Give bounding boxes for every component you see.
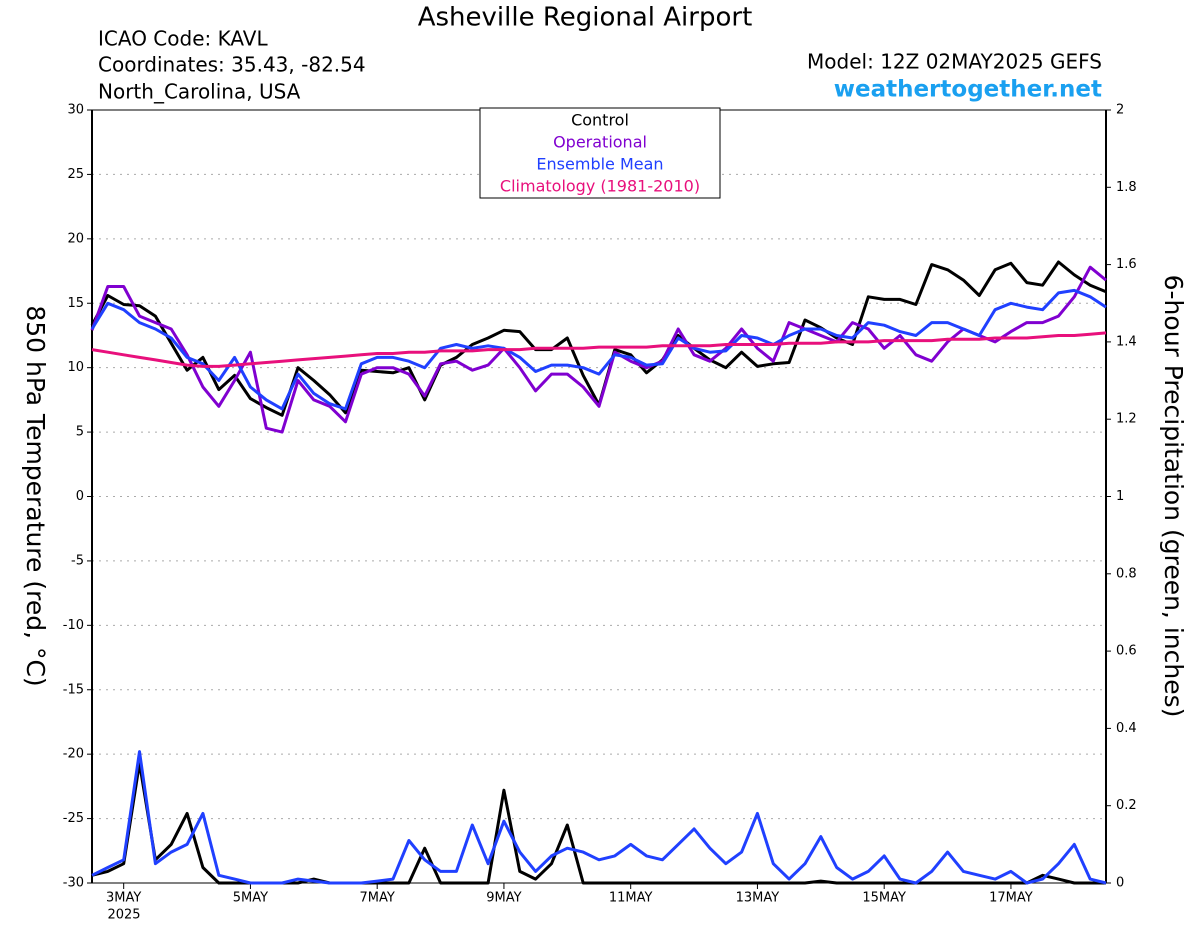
series-line — [90, 265, 1107, 434]
y-tick-label: 0 — [76, 489, 84, 504]
y2-tick-label: 1.4 — [1116, 334, 1137, 349]
x-tick-label: 15MAY — [862, 891, 906, 906]
y-tick-label: -30 — [63, 876, 84, 891]
x-tick-label: 11MAY — [609, 891, 653, 906]
legend-entry: Climatology (1981-2010) — [500, 177, 700, 196]
info-line: Coordinates: 35.43, -82.54 — [98, 53, 366, 77]
legend-entry: Control — [571, 111, 629, 130]
y2-tick-label: 1.6 — [1116, 257, 1137, 272]
y-tick-label: -15 — [63, 682, 84, 697]
y-tick-label: -25 — [63, 811, 84, 826]
y-tick-label: 10 — [67, 360, 84, 375]
series-line — [91, 761, 1106, 885]
y2-tick-label: 0.6 — [1116, 644, 1137, 659]
y2-tick-label: 1.8 — [1116, 180, 1137, 195]
y-axis-label: 850 hPa Temperature (red, °C) — [21, 305, 50, 686]
y-tick-label: 15 — [67, 296, 84, 311]
y-tick-label: -5 — [71, 553, 84, 568]
x-tick-label: 9MAY — [486, 891, 521, 906]
y2-tick-label: 0.2 — [1116, 798, 1137, 813]
y2-tick-label: 1.2 — [1116, 412, 1137, 427]
y2-tick-label: 0.4 — [1116, 721, 1137, 736]
x-tick-label: 7MAY — [360, 891, 395, 906]
y-tick-label: 5 — [76, 425, 84, 440]
y2-tick-label: 1 — [1116, 489, 1124, 504]
y-tick-label: -20 — [63, 747, 84, 762]
y-tick-label: 25 — [67, 167, 84, 182]
legend-entry: Operational — [553, 133, 647, 152]
series-line — [91, 331, 1107, 368]
y2-tick-label: 0 — [1116, 876, 1124, 891]
source: weathertogether.net — [834, 77, 1102, 103]
model-info: Model: 12Z 02MAY2025 GEFS — [807, 50, 1102, 74]
y-tick-label: 20 — [67, 231, 84, 246]
series-line — [91, 750, 1107, 885]
y2-tick-label: 2 — [1116, 103, 1124, 118]
info-line: North_Carolina, USA — [98, 80, 301, 104]
x-tick-label: 17MAY — [989, 891, 1033, 906]
x-tick-label: 13MAY — [736, 891, 780, 906]
y-tick-label: -10 — [63, 618, 84, 633]
x-tick-label: 3MAY — [106, 891, 141, 906]
y-tick-label: 30 — [67, 103, 84, 118]
series-line — [90, 288, 1107, 411]
y2-tick-label: 0.8 — [1116, 566, 1137, 581]
info-line: ICAO Code: KAVL — [98, 27, 268, 51]
legend-entry: Ensemble Mean — [536, 155, 663, 174]
x-tick-label: 5MAY — [233, 891, 268, 906]
x-year-label: 2025 — [107, 908, 140, 923]
y2-axis-label: 6-hour Precipitation (green, inches) — [1159, 275, 1188, 718]
legend-box — [479, 107, 721, 199]
chart-title: Asheville Regional Airport — [418, 3, 753, 33]
